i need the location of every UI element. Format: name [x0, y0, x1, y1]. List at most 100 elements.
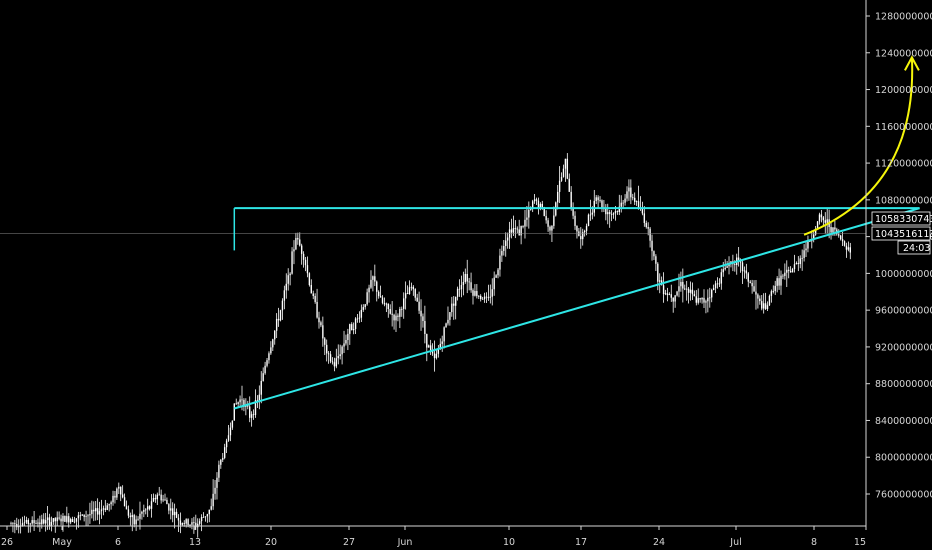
candle-body — [281, 300, 284, 311]
candle-body — [645, 222, 647, 228]
y-tick-label: 80000000000 — [875, 453, 932, 464]
x-tick-label: Jun — [397, 537, 413, 548]
candle-body — [691, 289, 694, 295]
candle-body — [614, 211, 617, 214]
candle-body — [198, 521, 201, 524]
candle-body — [634, 197, 636, 202]
candle-body — [807, 241, 809, 249]
candle-body — [229, 427, 232, 436]
candle-body — [314, 295, 316, 302]
support-trendline[interactable] — [234, 207, 920, 410]
candle-body — [162, 499, 164, 501]
candle-body — [93, 509, 95, 512]
candle-body — [724, 267, 726, 270]
candle-body — [480, 295, 482, 299]
candle-body — [520, 226, 522, 236]
candle-body — [277, 318, 280, 321]
candle-body — [77, 515, 80, 519]
candle-body — [662, 285, 665, 295]
candle-body — [674, 295, 676, 302]
candle-body — [666, 293, 669, 296]
candle-body — [672, 297, 674, 302]
candle-body — [408, 287, 411, 295]
candle-body — [420, 310, 422, 317]
candle-body — [441, 341, 443, 344]
candle-body — [370, 279, 372, 288]
candle-body — [297, 238, 299, 240]
candle-body — [223, 447, 226, 458]
candle-body — [279, 310, 282, 321]
y-tick-label: 128000000000 — [875, 12, 932, 23]
candle-body — [179, 520, 182, 525]
candle-body — [399, 308, 401, 317]
candle-body — [66, 516, 68, 522]
candle-body — [689, 289, 692, 293]
candle-body — [268, 353, 270, 361]
candle-body — [154, 498, 157, 500]
candle-body — [503, 246, 505, 251]
candle-body — [237, 402, 239, 404]
candle-body — [632, 197, 634, 199]
x-tick-label: 17 — [575, 537, 587, 548]
candle-body — [191, 522, 193, 525]
candle-body — [778, 278, 780, 286]
candle-body — [458, 288, 461, 290]
candle-body — [506, 237, 509, 241]
candle-body — [788, 269, 790, 271]
candle-body — [697, 298, 699, 303]
candle-body — [218, 464, 220, 478]
candle-body — [472, 290, 474, 296]
candle-body — [185, 519, 187, 524]
candle-body — [225, 440, 228, 448]
candle-body — [782, 275, 784, 277]
candle-body — [818, 214, 821, 222]
candle-body — [607, 212, 609, 215]
candle-body — [262, 373, 264, 381]
candle-body — [759, 298, 761, 302]
candle-body — [121, 494, 124, 498]
candle-body — [761, 301, 763, 309]
candle-body — [737, 257, 740, 260]
candle-body — [29, 523, 31, 525]
candle-body — [641, 207, 644, 214]
candle-body — [391, 313, 393, 315]
y-tick-label: 124000000000 — [875, 48, 932, 59]
candle-body — [630, 187, 632, 198]
candle-body — [349, 324, 351, 334]
candle-body — [485, 296, 488, 298]
candle-body — [766, 305, 769, 309]
candle-body — [152, 498, 155, 502]
candle-body — [570, 191, 572, 208]
x-axis[interactable]: 26 May 6 13 20 27 Jun 10 17 24 Jul 8 15 — [1, 526, 867, 548]
candle-body — [62, 516, 64, 522]
candle-body — [668, 294, 671, 296]
candle-body — [699, 298, 701, 300]
candle-body — [510, 229, 513, 233]
price-tag-current-text: 104351611357 — [875, 229, 932, 240]
candle-body — [352, 329, 355, 331]
candle-body — [774, 285, 776, 292]
candle-body — [272, 339, 274, 348]
candle-body — [843, 241, 846, 246]
candle-body — [541, 203, 543, 208]
candle-body — [558, 180, 561, 192]
candle-body — [655, 256, 657, 264]
candle-body — [33, 520, 35, 524]
candle-body — [557, 191, 559, 203]
candle-body — [687, 288, 690, 293]
candle-body — [703, 297, 705, 303]
candle-body — [593, 200, 595, 213]
candle-body — [389, 309, 391, 314]
y-axis[interactable]: 76000000000 80000000000 84000000000 8800000… — [866, 12, 932, 501]
candle-body — [189, 524, 191, 526]
candle-body — [743, 270, 746, 272]
projection-arrow-curve[interactable] — [803, 57, 914, 236]
candle-body — [522, 226, 524, 227]
candle-body — [14, 523, 16, 525]
candle-body — [243, 399, 245, 407]
candle-body — [360, 309, 363, 318]
candle-body — [403, 298, 405, 309]
candle-body — [803, 250, 805, 258]
candle-body — [564, 158, 567, 169]
